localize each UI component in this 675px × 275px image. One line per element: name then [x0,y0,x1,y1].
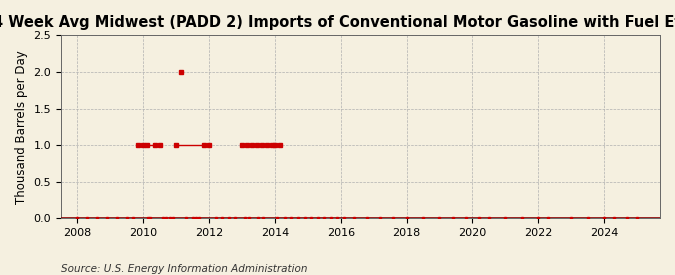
Title: 4 Week Avg Midwest (PADD 2) Imports of Conventional Motor Gasoline with Fuel Eth: 4 Week Avg Midwest (PADD 2) Imports of C… [0,15,675,30]
Y-axis label: Thousand Barrels per Day: Thousand Barrels per Day [15,50,28,204]
Text: Source: U.S. Energy Information Administration: Source: U.S. Energy Information Administ… [61,264,307,274]
